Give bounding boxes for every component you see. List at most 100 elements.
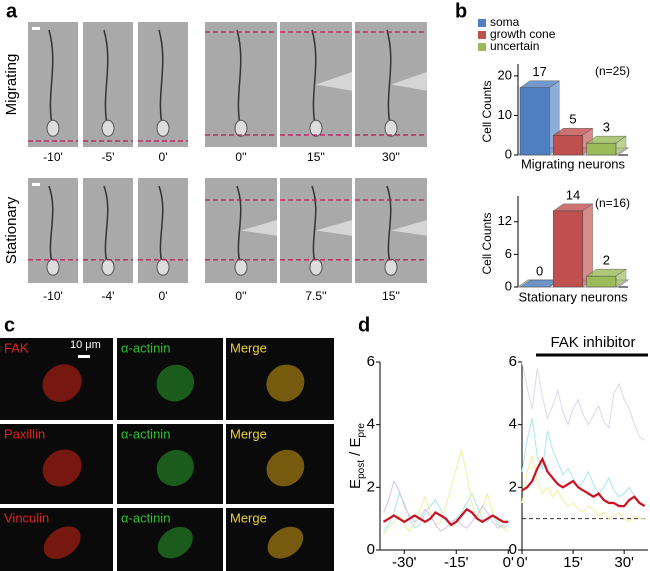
stain-label: α-actinin [121,511,170,526]
time-label: 15'' [382,289,400,303]
x-tick-label: -30' [392,554,417,571]
y-axis-label-part: / E [347,438,364,461]
line-series [383,479,509,532]
cell-body [309,258,323,276]
value-label: 17 [532,64,546,79]
cell-body [46,119,60,137]
cell-body [156,258,170,276]
line-series [521,361,645,441]
row-label: Stationary [3,196,20,264]
value-label: 3 [603,120,610,135]
x-tick-label: 15' [563,554,583,571]
stain-label: α-actinin [121,427,170,442]
y-tick-label: 0 [505,278,512,293]
time-label: 0' [159,289,168,303]
bar [519,87,550,156]
y-tick-label: 20 [498,67,512,82]
cell-signal [42,364,82,402]
y-tick-label: 4 [367,416,375,433]
neurite [103,29,109,129]
line-series [383,449,509,535]
x-axis-label: Stationary neurons [518,289,628,304]
cell-signal [157,526,193,559]
panel-label: a [6,0,18,22]
flow [391,220,427,236]
y-tick-label: 0 [509,541,517,558]
y-tick-label: 6 [367,353,375,370]
cell-signal [156,449,194,487]
bar-side [615,135,627,156]
cell-body [46,258,60,276]
cell-body [156,119,170,137]
cell-signal [43,526,81,559]
stain-label: Paxillin [4,427,45,442]
bar [553,134,583,156]
cell-signal [156,364,195,402]
panel-label: c [4,314,15,336]
time-label: -4' [102,289,115,303]
neurite [386,29,392,129]
y-tick-label: 2 [509,478,517,495]
neurite [158,29,164,129]
x-tick-label: 0' [516,554,527,571]
cell-body [384,119,398,137]
bar-side [615,268,627,288]
scale-bar [32,183,40,186]
y-tick-label: 0 [367,541,375,558]
time-label: 0'' [235,289,246,303]
legend-label: growth cone [490,27,556,41]
y-tick-label: 0 [505,146,512,161]
bar [586,142,617,156]
legend-swatch [478,43,486,51]
y-axis-label: Cell Counts [480,212,494,274]
y-axis-label: Epost / Epre [347,423,367,489]
neurite [311,29,317,129]
stain-label: Merge [230,511,267,526]
y-tick-label: 6 [509,353,517,370]
cell-body [384,258,398,276]
neurite [48,29,54,129]
x-tick-label: -15' [444,554,469,571]
annotation: (n=25) [595,64,630,78]
neurite [236,29,242,129]
x-axis-label: Migrating neurons [521,156,626,171]
stain-label: Vinculin [4,511,49,526]
time-label: 0' [159,150,168,164]
cell-signal [266,449,305,487]
flow [316,72,352,91]
line-series [521,456,646,508]
scale-bar [32,27,40,30]
panel-label: d [358,314,370,336]
stain-label: FAK [4,341,29,356]
legend-label: uncertain [490,39,539,53]
legend-swatch [478,31,486,39]
line-series [521,418,645,507]
bar [586,275,617,288]
flow [241,220,277,236]
line-series [521,454,645,523]
value-label: 14 [566,187,580,202]
y-tick-label: 12 [498,213,512,228]
time-label: 7.5'' [305,289,326,303]
time-label: 15'' [307,150,325,164]
row-label: Migrating [3,54,20,116]
cell-signal [267,526,304,559]
time-label: -10' [43,150,63,164]
time-label: -10' [43,289,63,303]
cell-body [234,258,248,276]
x-tick-label: 30' [614,554,634,571]
time-label: 0'' [235,150,246,164]
cell-body [234,119,248,137]
y-tick-label: 4 [509,416,517,433]
cell-signal [42,449,82,487]
x-tick-label: 0' [503,554,514,571]
cell-body [101,119,115,137]
panel-label: b [455,0,467,22]
y-tick-label: 10 [498,107,512,122]
bar [553,210,583,288]
stain-label: α-actinin [121,341,170,356]
y-axis-label-part: E [347,479,364,489]
annotation: (n=16) [595,196,630,210]
y-axis-label: Cell Counts [480,80,494,142]
